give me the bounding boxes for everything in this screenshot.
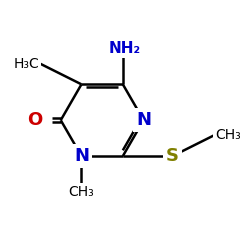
Text: CH₃: CH₃	[215, 128, 240, 142]
Text: O: O	[28, 111, 43, 129]
Text: CH₃: CH₃	[68, 185, 94, 199]
Text: H₃C: H₃C	[14, 57, 39, 71]
Text: S: S	[166, 147, 179, 165]
Text: N: N	[136, 111, 151, 129]
Text: H₃C: H₃C	[14, 57, 39, 71]
Text: CH₃: CH₃	[215, 128, 240, 142]
Text: N: N	[74, 147, 89, 165]
Text: CH₃: CH₃	[68, 185, 94, 199]
Text: O: O	[28, 111, 43, 129]
Text: NH₂: NH₂	[109, 41, 141, 56]
Text: N: N	[136, 111, 151, 129]
Text: NH₂: NH₂	[109, 41, 141, 56]
Text: S: S	[166, 147, 179, 165]
Text: N: N	[74, 147, 89, 165]
